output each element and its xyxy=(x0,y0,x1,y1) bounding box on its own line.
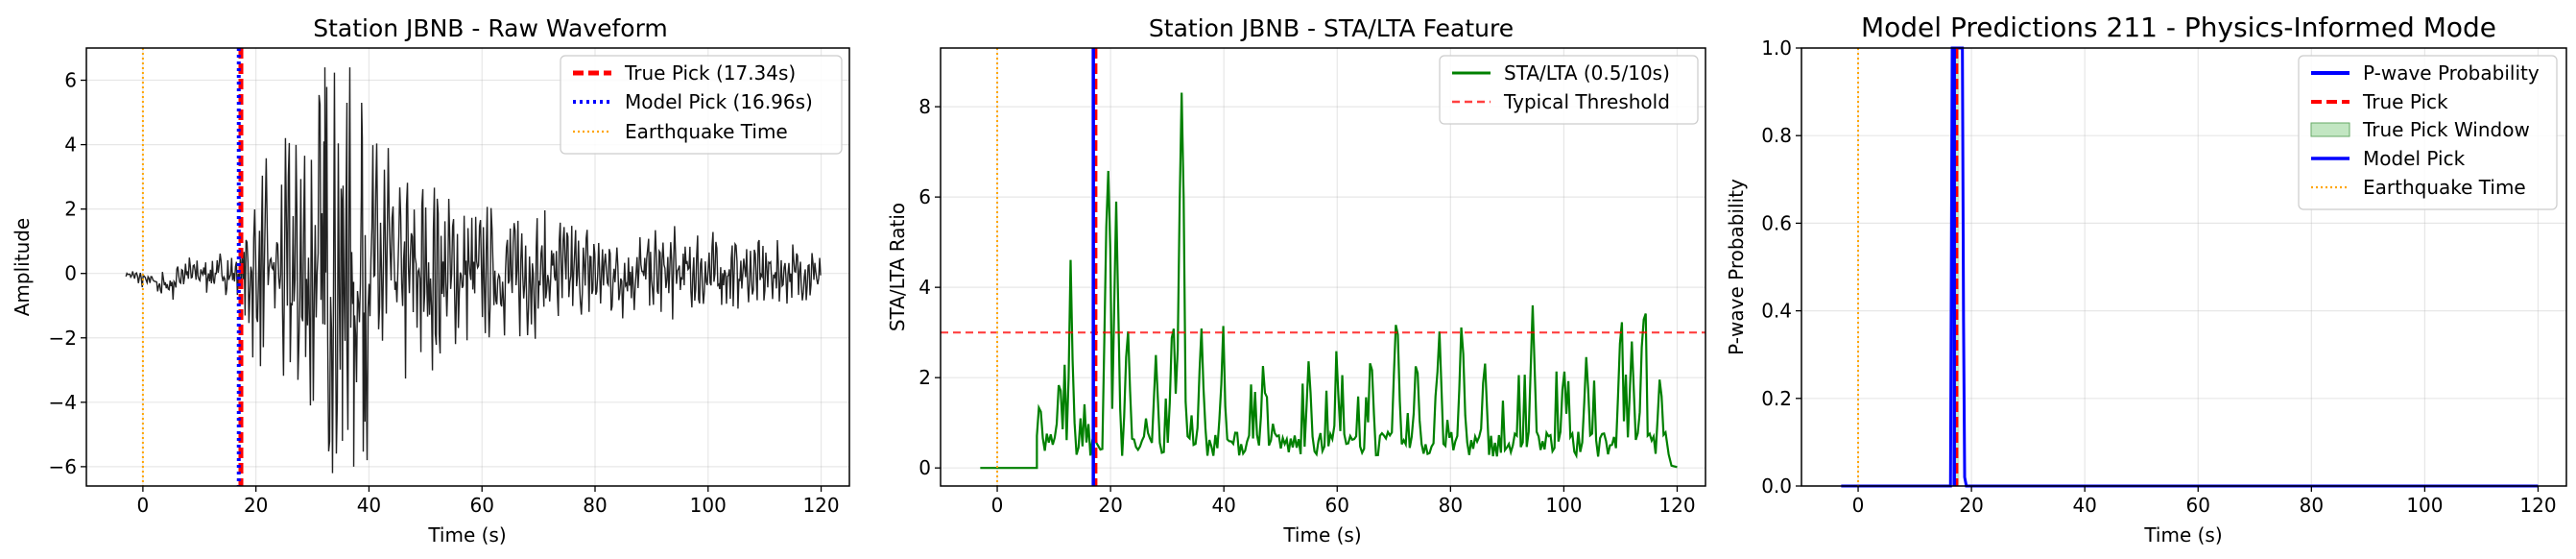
legend-label-true-pick: True Pick (17.34s) xyxy=(624,61,796,85)
x-tick-label: 0 xyxy=(991,494,1004,517)
sta-lta-line xyxy=(980,92,1678,470)
vline-layer xyxy=(141,48,244,486)
x-axis-ticks: 0 20 40 60 80 100 120 xyxy=(1852,486,2557,517)
y-tick-label: 0.4 xyxy=(1761,300,1792,323)
y-tick-label: 0.6 xyxy=(1761,211,1792,234)
panel-model-predictions: Model Predictions 211 - Physics-Informed… xyxy=(1725,12,2567,547)
y-axis-label: Amplitude xyxy=(11,218,34,317)
x-tick-label: 0 xyxy=(137,494,150,517)
legend-box xyxy=(1439,55,1699,125)
x-tick-label: 80 xyxy=(2300,494,2324,517)
legend-label-earthquake-time: Earthquake Time xyxy=(2363,176,2526,199)
plot-frame xyxy=(1801,47,2567,487)
series-layer xyxy=(980,92,1678,470)
x-tick-label: 120 xyxy=(2519,494,2556,517)
x-tick-label: 20 xyxy=(1098,494,1122,517)
x-tick-label: 20 xyxy=(1959,494,1983,517)
chart-title: Station JBNB - STA/LTA Feature xyxy=(1149,14,1514,42)
panel-raw-waveform: Station JBNB - Raw Waveform 0 20 40 60 80 100… xyxy=(11,14,850,547)
x-tick-label: 0 xyxy=(1852,494,1865,517)
x-tick-label: 60 xyxy=(2186,494,2210,517)
y-axis-ticks: −6 −4 −2 0 2 4 6 xyxy=(49,69,86,478)
y-tick-label: 2 xyxy=(918,366,931,389)
y-tick-label: 6 xyxy=(64,69,77,92)
legend-label-model-pick: Model Pick (16.96s) xyxy=(625,90,813,113)
y-tick-label: 0.0 xyxy=(1761,474,1792,498)
y-tick-label: 0 xyxy=(64,262,77,285)
legend-swatch-window xyxy=(2310,122,2350,137)
x-tick-label: 20 xyxy=(244,494,268,517)
legend-label-window: True Pick Window xyxy=(2362,118,2530,141)
x-tick-label: 100 xyxy=(1545,494,1582,517)
y-tick-label: 6 xyxy=(918,185,931,208)
legend-box xyxy=(2298,55,2558,210)
y-tick-label: 2 xyxy=(64,198,77,221)
x-axis-ticks: 0 20 40 60 80 100 120 xyxy=(991,486,1696,517)
x-axis-ticks: 0 20 40 60 80 100 120 xyxy=(137,486,840,517)
y-tick-label: 1.0 xyxy=(1761,36,1792,60)
x-axis-label: Time (s) xyxy=(1282,523,1361,547)
x-tick-label: 120 xyxy=(802,494,839,517)
vline-layer xyxy=(1857,48,1959,486)
plot-frame xyxy=(940,47,1706,487)
x-tick-label: 100 xyxy=(690,494,727,517)
y-axis-label: STA/LTA Ratio xyxy=(886,203,909,331)
y-tick-label: −6 xyxy=(49,455,77,478)
x-axis-label: Time (s) xyxy=(2143,523,2222,547)
x-tick-label: 60 xyxy=(469,494,493,517)
y-tick-label: 8 xyxy=(918,95,931,118)
legend: P-wave Probability True Pick True Pick W… xyxy=(2298,55,2558,210)
y-axis-label: P-wave Probability xyxy=(1725,179,1748,355)
legend: True Pick (17.34s) Model Pick (16.96s) E… xyxy=(560,55,843,155)
x-tick-label: 100 xyxy=(2406,494,2443,517)
y-tick-label: 4 xyxy=(64,134,77,157)
chart-title: Station JBNB - Raw Waveform xyxy=(313,14,668,42)
y-tick-label: −2 xyxy=(49,327,77,350)
y-axis-ticks: 0.0 0.2 0.4 0.6 0.8 1.0 xyxy=(1761,36,1801,498)
y-tick-label: 0 xyxy=(918,456,931,479)
legend-label-sta-lta: STA/LTA (0.5/10s) xyxy=(1504,61,1670,85)
y-tick-label: 0.2 xyxy=(1761,387,1792,410)
x-tick-label: 40 xyxy=(357,494,381,517)
x-tick-label: 80 xyxy=(583,494,607,517)
vline-layer xyxy=(941,48,1705,486)
panel-sta-lta: Station JBNB - STA/LTA Feature 0 20 40 60 80… xyxy=(886,14,1706,547)
legend-label-true-pick: True Pick xyxy=(2362,90,2448,113)
probability-line xyxy=(1841,46,2539,488)
chart-title: Model Predictions 211 - Physics-Informed… xyxy=(1861,12,2496,43)
x-axis-label: Time (s) xyxy=(427,523,506,547)
y-tick-label: 0.8 xyxy=(1761,124,1792,147)
y-axis-ticks: 0 2 4 6 8 xyxy=(918,95,941,479)
y-tick-label: −4 xyxy=(49,391,77,414)
legend-label-earthquake-time: Earthquake Time xyxy=(625,120,788,143)
legend-box xyxy=(560,55,843,155)
legend: STA/LTA (0.5/10s) Typical Threshold xyxy=(1439,55,1699,125)
plot-frame xyxy=(85,47,850,487)
x-tick-label: 80 xyxy=(1439,494,1463,517)
x-tick-label: 40 xyxy=(2072,494,2096,517)
legend-label-model-pick: Model Pick xyxy=(2363,147,2466,170)
legend-label-threshold: Typical Threshold xyxy=(1503,90,1670,113)
y-tick-label: 4 xyxy=(918,276,931,299)
x-tick-label: 40 xyxy=(1211,494,1235,517)
legend-label-probability: P-wave Probability xyxy=(2363,61,2540,85)
x-tick-label: 60 xyxy=(1325,494,1349,517)
x-tick-label: 120 xyxy=(1658,494,1695,517)
